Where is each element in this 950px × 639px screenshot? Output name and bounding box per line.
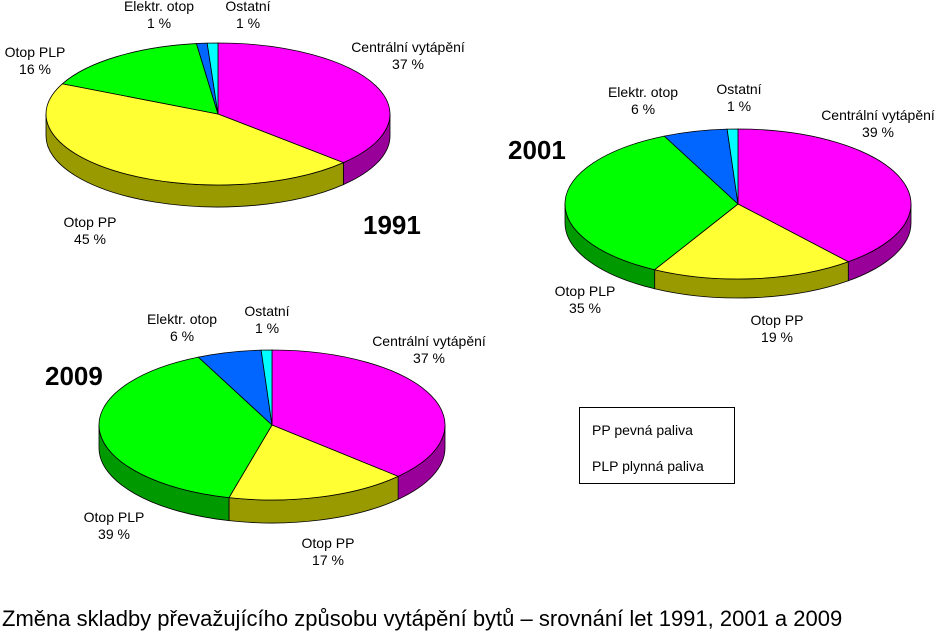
slice-name-label: Otop PP — [64, 214, 117, 230]
slice-value-label: 45 % — [74, 231, 106, 247]
slice-name-label: Otop PLP — [5, 44, 66, 60]
slice-value-label: 35 % — [569, 300, 601, 316]
slice-value-label: 16 % — [19, 61, 51, 77]
pie-slice-ostatni — [206, 42, 219, 115]
slice-value-label: 6 % — [170, 328, 194, 344]
slice-name-label: Ostatní — [716, 81, 761, 97]
slice-name-label: Otop PP — [751, 312, 804, 328]
pie-slice-centralni-vytapeni — [271, 349, 446, 477]
slice-name-label: Centrální vytápění — [351, 39, 465, 55]
year-label-1991: 1991 — [363, 210, 421, 240]
slice-name-label: Elektr. otop — [124, 0, 194, 14]
slice-value-label: 39 % — [862, 124, 894, 140]
slice-name-label: Centrální vytápění — [821, 107, 935, 123]
pie-slice-otop-pp — [653, 203, 850, 280]
pie-slice-otop-plp — [98, 356, 273, 499]
legend-item-plp: PLP plynná paliva — [592, 458, 704, 474]
year-label-2001: 2001 — [508, 135, 566, 165]
slice-value-label: 17 % — [312, 552, 344, 568]
slice-value-label: 1 % — [255, 320, 279, 336]
slice-value-label: 19 % — [761, 329, 793, 345]
slice-value-label: 6 % — [631, 101, 655, 117]
slice-value-label: 37 % — [392, 56, 424, 72]
slice-name-label: Elektr. otop — [608, 84, 678, 100]
slice-name-label: Otop PP — [302, 535, 355, 551]
slice-name-label: Otop PLP — [84, 509, 145, 525]
slice-value-label: 39 % — [98, 526, 130, 542]
pie-slice-centralni-vytapeni — [217, 42, 391, 164]
slice-value-label: 1 % — [727, 98, 751, 114]
abbreviation-legend: PP pevná paliva PLP plynná paliva — [579, 407, 735, 484]
slice-name-label: Ostatní — [225, 0, 270, 14]
slice-value-label: 37 % — [413, 350, 445, 366]
pie-slice-ostatni — [260, 349, 273, 426]
pie-slice-otop-pp — [45, 83, 345, 186]
pie-slice-ostatni — [726, 128, 739, 205]
pie-slice-centralni-vytapeni — [737, 128, 912, 263]
pie-slice-otop-plp — [564, 135, 739, 271]
year-label-2009: 2009 — [45, 361, 103, 391]
slice-value-label: 1 % — [147, 15, 171, 31]
slice-name-label: Ostatní — [244, 303, 289, 319]
slice-name-label: Elektr. otop — [147, 311, 217, 327]
figure-caption: Změna skladby převažujícího způsobu vytá… — [2, 606, 843, 631]
slice-name-label: Otop PLP — [555, 283, 616, 299]
legend-item-pp: PP pevná paliva — [592, 422, 693, 438]
slice-value-label: 1 % — [236, 15, 260, 31]
pie-slice-otop-pp — [228, 424, 400, 501]
slice-name-label: Centrální vytápění — [372, 333, 486, 349]
pie-slice-otop-plp — [61, 43, 219, 115]
